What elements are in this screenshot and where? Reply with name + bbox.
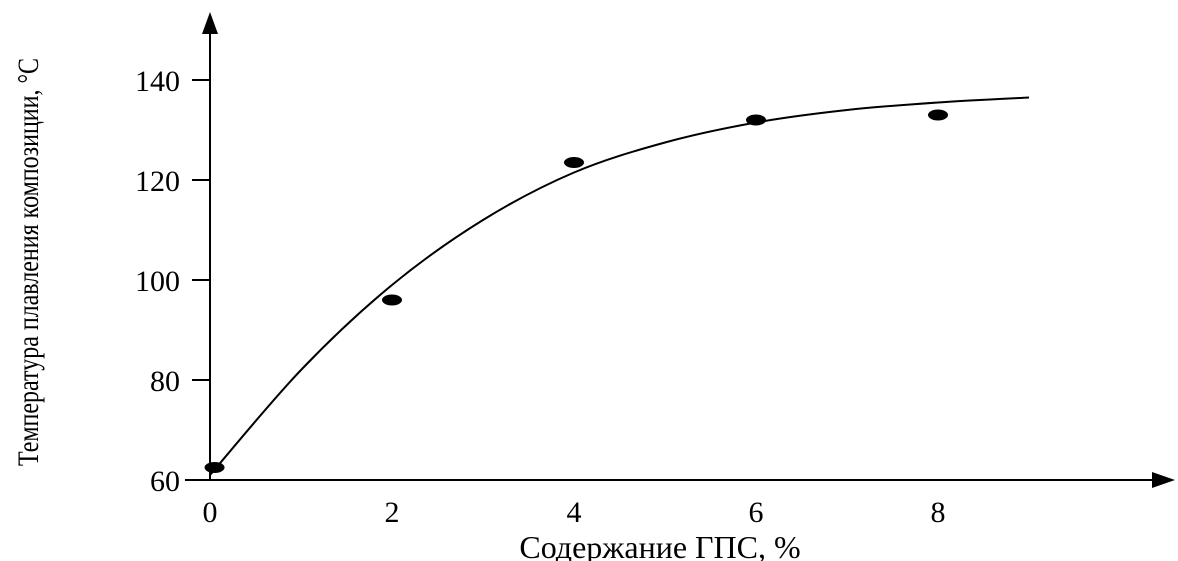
- y-axis-arrow: [202, 12, 218, 34]
- x-tick-label: 8: [931, 496, 946, 529]
- x-tick-label: 0: [203, 496, 218, 529]
- x-ticks: 0 2 4 6 8: [203, 496, 946, 529]
- data-point: [382, 294, 402, 306]
- y-tick-label: 100: [135, 265, 180, 298]
- y-ticks: 60 80 100 120 140: [135, 65, 210, 498]
- data-point: [204, 462, 225, 473]
- data-point: [746, 114, 766, 126]
- y-tick-label: 60: [150, 465, 180, 498]
- data-points: [204, 109, 948, 473]
- x-tick-label: 2: [385, 496, 400, 529]
- x-axis-arrow: [1152, 472, 1175, 488]
- data-point: [564, 157, 584, 168]
- y-axis-label: Температура плавления композиции, °С: [11, 58, 44, 466]
- x-axis-label: Содержание ГПС, %: [519, 529, 800, 561]
- y-tick-label: 140: [135, 65, 180, 98]
- data-point: [928, 109, 948, 121]
- y-tick-label: 120: [135, 165, 180, 198]
- x-tick-label: 4: [567, 496, 582, 529]
- x-tick-label: 6: [749, 496, 764, 529]
- y-tick-label: 80: [150, 365, 180, 398]
- fitted-curve: [209, 96, 1030, 476]
